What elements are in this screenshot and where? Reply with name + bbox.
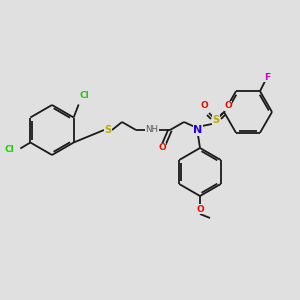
Text: O: O bbox=[224, 101, 232, 110]
Text: F: F bbox=[264, 73, 270, 82]
Text: S: S bbox=[104, 125, 112, 135]
Text: S: S bbox=[212, 115, 220, 125]
Text: N: N bbox=[194, 125, 202, 135]
Text: Cl: Cl bbox=[4, 145, 14, 154]
Text: NH: NH bbox=[146, 125, 158, 134]
Text: O: O bbox=[196, 205, 204, 214]
Text: Cl: Cl bbox=[80, 91, 89, 100]
Text: O: O bbox=[200, 101, 208, 110]
Text: O: O bbox=[158, 143, 166, 152]
